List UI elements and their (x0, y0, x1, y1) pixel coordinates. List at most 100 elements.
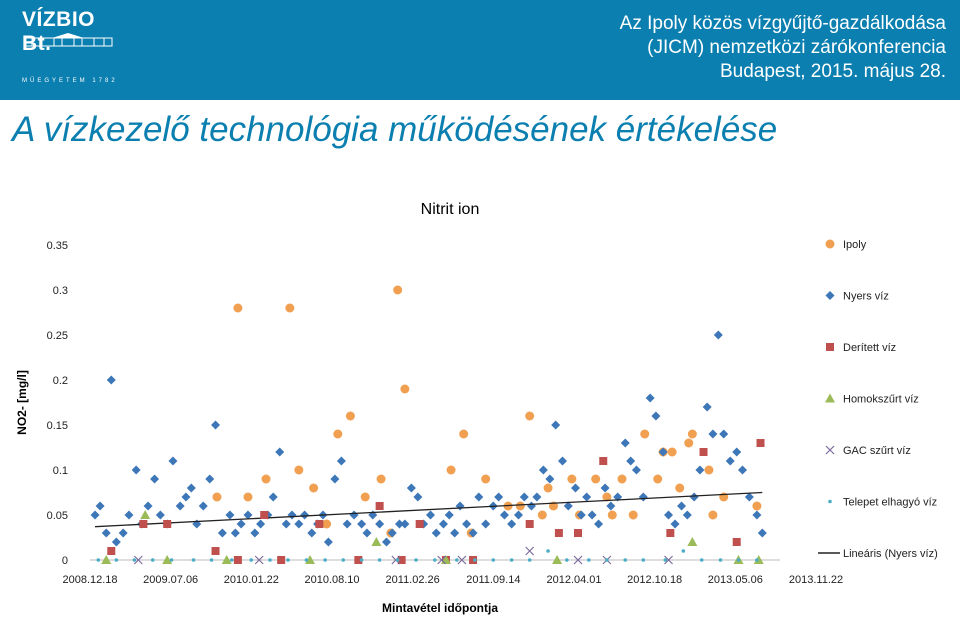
nyers-v-z-point (294, 519, 304, 529)
telepet-elhagy-v-z-point (736, 558, 741, 562)
y-tick-label: 0.15 (47, 420, 68, 432)
telepet-elhagy-v-z-point (341, 558, 346, 562)
nyers-v-z-point (600, 483, 610, 493)
der-tett-v-z-point (211, 547, 220, 555)
ipoly-point (591, 474, 601, 484)
telepet-elhagy-v-z-point (114, 558, 119, 562)
nyers-v-z-point (143, 501, 153, 511)
gac-sz-rt-v-z-point (133, 555, 143, 565)
legend-label: GAC szűrt víz (843, 445, 911, 457)
nyers-v-z-point (558, 456, 568, 466)
nyers-v-z-point (620, 438, 630, 448)
nyers-v-z-point (300, 510, 310, 520)
ipoly-point (704, 465, 714, 475)
nyers-v-z-point (425, 510, 435, 520)
vizbio-logo: VÍZBIO Bt. MŰEGYETEM 1782 (22, 8, 122, 84)
nyers-v-z-point (243, 510, 253, 520)
nyers-v-z-point (111, 537, 121, 547)
nyers-v-z-point (150, 474, 160, 484)
y-tick-label: 0.35 (47, 240, 68, 252)
ipoly-point (309, 483, 319, 493)
nyers-v-z-point (499, 510, 509, 520)
telepet-elhagy-v-z-point (491, 558, 496, 562)
telepet-elhagy-v-z-point (699, 558, 704, 562)
ipoly-point (675, 483, 685, 493)
der-tett-v-z-point (599, 457, 608, 465)
nyers-v-z-point (250, 528, 260, 538)
telepet-elhagy-v-z-point (718, 558, 723, 562)
nyers-v-z-point (526, 501, 536, 511)
nyers-v-z-point (664, 510, 674, 520)
der-tett-v-z-point (233, 556, 242, 564)
legend-marker (825, 445, 835, 455)
ipoly-point (233, 303, 243, 313)
legend-label: Ipoly (843, 239, 867, 251)
nyers-v-z-point (287, 510, 297, 520)
nyers-v-z-point (570, 483, 580, 493)
telepet-elhagy-v-z-point (249, 558, 254, 562)
der-tett-v-z-point (469, 556, 478, 564)
nyers-v-z-point (168, 456, 178, 466)
slide-header: VÍZBIO Bt. MŰEGYETEM 1782 Az Ipoly közös… (0, 0, 960, 100)
telepet-elhagy-v-z-point (229, 558, 234, 562)
legend-marker (825, 291, 835, 300)
der-tett-v-z-point (260, 511, 269, 519)
nyers-v-z-point (677, 501, 687, 511)
telepet-elhagy-v-z-point (565, 558, 569, 562)
nyers-v-z-point (582, 492, 592, 502)
nyers-v-z-point (394, 519, 404, 529)
nyers-v-z-point (631, 465, 641, 475)
telepet-elhagy-v-z-point (605, 558, 609, 562)
homoksz-rt-v-z-point (687, 537, 698, 546)
x-axis-label: Mintavétel időpontja (382, 601, 498, 615)
ipoly-point (376, 474, 386, 484)
y-tick-label: 0.05 (47, 510, 68, 522)
nyers-v-z-point (732, 447, 742, 457)
der-tett-v-z-point (139, 520, 148, 528)
ipoly-point (602, 492, 612, 502)
nyers-v-z-point (507, 519, 517, 529)
gac-sz-rt-v-z-point (254, 555, 264, 565)
ipoly-point (212, 492, 222, 502)
nyers-v-z-point (236, 519, 246, 529)
nyers-v-z-point (323, 537, 333, 547)
conference-info: Az Ipoly közös vízgyűjtő-gazdálkodása (J… (620, 12, 946, 84)
telepet-elhagy-v-z-point (132, 558, 137, 562)
ipoly-point (640, 429, 650, 439)
nyers-v-z-point (708, 429, 718, 439)
ipoly-point (333, 429, 343, 439)
legend-marker (828, 499, 832, 504)
nyers-v-z-point (481, 519, 491, 529)
telepet-elhagy-v-z-point (414, 558, 418, 562)
x-tick-label: 2012.04.01 (546, 574, 601, 586)
nyers-v-z-point (336, 456, 346, 466)
nyers-v-z-point (307, 528, 317, 538)
nyers-v-z-point (230, 528, 240, 538)
gac-sz-rt-v-z-point (437, 555, 447, 565)
telepet-elhagy-v-z-point (359, 558, 364, 562)
ipoly-point (400, 384, 410, 394)
nyers-v-z-point (438, 519, 448, 529)
telepet-elhagy-v-z-point (473, 558, 477, 562)
nyers-v-z-point (737, 465, 747, 475)
ipoly-point (708, 510, 718, 520)
ipoly-point (628, 510, 638, 520)
nyers-v-z-point (431, 528, 441, 538)
y-tick-label: 0.2 (53, 375, 68, 387)
nyers-v-z-point (375, 519, 385, 529)
conference-date: Budapest, 2015. május 28. (719, 61, 946, 82)
nyers-v-z-point (513, 510, 523, 520)
nyers-v-z-point (281, 519, 291, 529)
nyers-v-z-point (155, 510, 165, 520)
legend-label: Derített víz (843, 342, 896, 354)
legend-marker (825, 239, 835, 249)
conference-line: (JICM) nemzetközi zárókonferencia (647, 37, 946, 58)
nyers-v-z-point (752, 510, 762, 520)
ipoly-point (261, 474, 271, 484)
university-building-icon (23, 33, 113, 47)
telepet-elhagy-v-z-point (96, 558, 101, 562)
telepet-elhagy-v-z-point (209, 558, 214, 562)
slide-title: A vízkezelő technológia működésének érté… (12, 110, 778, 149)
legend-label: Nyers víz (843, 291, 889, 303)
ipoly-point (567, 474, 577, 484)
